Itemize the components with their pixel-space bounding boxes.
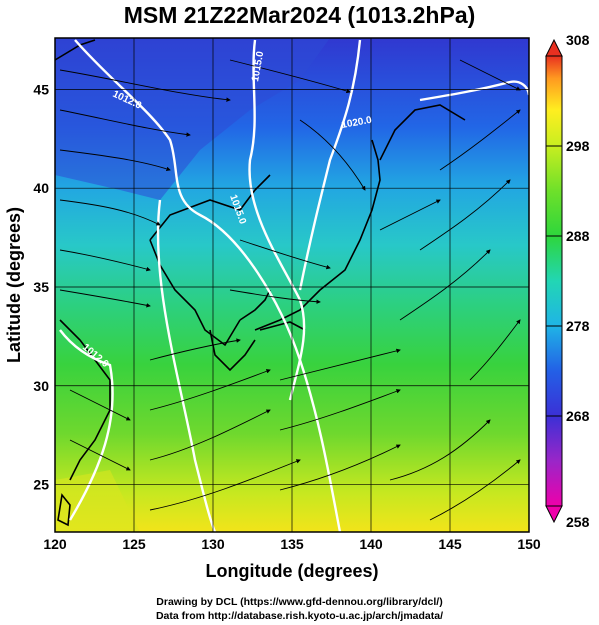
y-tick-label: 25: [33, 477, 49, 493]
cold-air-region: [55, 38, 330, 200]
colorbar-tick-label: 278: [566, 318, 590, 334]
colorbar-tick-label: 268: [566, 408, 590, 424]
plot-frame: [54, 37, 530, 533]
colorbar-max-arrow: [545, 38, 563, 57]
y-tick-label: 40: [33, 180, 49, 196]
x-tick-label: 150: [517, 536, 541, 552]
x-tick-label: 130: [201, 536, 225, 552]
x-tick-label: 145: [438, 536, 462, 552]
lat-lon-grid: [55, 38, 529, 532]
colorbar: 308 298 288 278 268 258: [545, 32, 590, 530]
y-tick-label: 45: [33, 81, 49, 97]
x-tick-label: 125: [122, 536, 146, 552]
isobar-label: 1020.0: [341, 115, 373, 131]
colorbar-tick-label: 298: [566, 138, 590, 154]
x-tick-label: 140: [359, 536, 383, 552]
warm-air-region: [55, 470, 140, 532]
credit-data: Data from http://database.rish.kyoto-u.a…: [155, 610, 444, 622]
y-axis-label: Latitude (degrees): [4, 207, 24, 363]
credit-drawing: Drawing by DCL (https://www.gfd-dennou.o…: [156, 596, 443, 608]
x-axis-ticks: 120 125 130 135 140 145 150: [43, 536, 541, 552]
wind-streamlines: [59, 59, 521, 521]
colorbar-min-arrow: [545, 505, 563, 524]
y-tick-label: 35: [33, 279, 49, 295]
colorbar-tick-label: 258: [566, 514, 590, 530]
x-tick-label: 120: [43, 536, 67, 552]
map-title: MSM 21Z22Mar2024 (1013.2hPa): [123, 2, 476, 28]
x-tick-label: 135: [280, 536, 304, 552]
colorbar-scale: [545, 55, 563, 507]
isobars: [59, 39, 529, 532]
x-axis-label: Longitude (degrees): [205, 561, 378, 581]
y-axis-ticks: 25 30 35 40 45: [33, 81, 49, 492]
y-tick-label: 30: [33, 378, 49, 394]
colorbar-tick-label: 288: [566, 228, 590, 244]
colorbar-tick-label: 308: [566, 32, 590, 48]
isobar-label: 1015.0: [250, 50, 266, 82]
